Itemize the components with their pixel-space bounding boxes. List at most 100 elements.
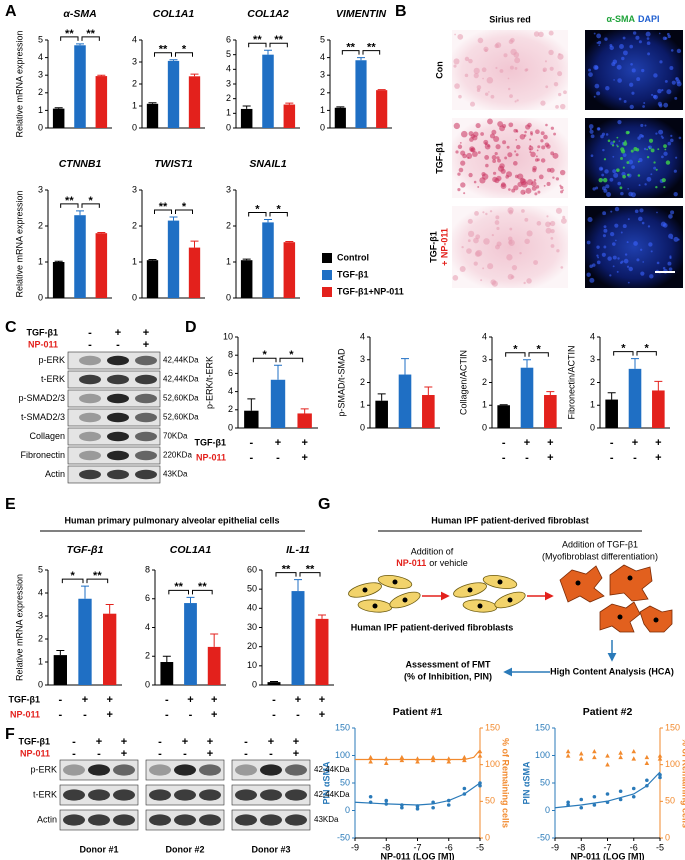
nucleus (671, 237, 673, 240)
blot-band (79, 412, 101, 423)
condition-sign: - (269, 748, 273, 760)
tissue-texture (550, 228, 555, 234)
condition-sign: + (207, 736, 213, 748)
bar (160, 662, 174, 685)
nucleus (664, 36, 668, 40)
row-label: Con (434, 61, 444, 79)
significance-label: ** (367, 42, 376, 54)
nucleus (653, 73, 658, 78)
tissue-texture (506, 254, 513, 261)
nucleus (661, 89, 664, 92)
blot-band (199, 789, 221, 801)
tissue-texture (464, 73, 469, 78)
y-tick-label: 2 (360, 377, 365, 387)
error-bar (357, 57, 365, 61)
error-bar (242, 105, 251, 109)
y-tick-label: 5 (320, 34, 325, 44)
significance-bracket (154, 52, 172, 57)
nucleus (604, 169, 609, 174)
significance-bracket (154, 209, 172, 214)
diagram-text: Assessment of FMT (405, 659, 491, 669)
significance-label: ** (93, 570, 102, 582)
nucleus (596, 91, 601, 96)
nucleus (631, 91, 635, 95)
y-tick-label: 5 (226, 49, 231, 59)
blot-band (235, 789, 257, 801)
nucleus (618, 140, 621, 142)
nucleus (667, 261, 672, 266)
y-tick-label: 0 (360, 422, 365, 432)
bar (355, 60, 367, 128)
sma-signal (630, 149, 634, 153)
bar (520, 367, 534, 428)
treatment-sign: + (106, 694, 112, 706)
error-bar (607, 392, 616, 400)
blot-band (260, 764, 282, 776)
band-label: Actin (37, 814, 57, 824)
panel-title: Human primary pulmonary alveolar epithel… (64, 515, 279, 525)
data-point (384, 798, 389, 803)
band-label: p-ERK (30, 764, 57, 774)
nucleus (610, 210, 613, 213)
tissue-texture (457, 172, 461, 176)
error-bar (523, 359, 531, 368)
nucleus (601, 252, 606, 257)
y-tick-label: 4 (226, 64, 231, 74)
significance-label: * (289, 349, 294, 361)
tissue-texture (477, 37, 484, 44)
data-point (657, 753, 663, 758)
nucleus (619, 44, 624, 49)
tissue-texture (509, 65, 514, 70)
blot-band (174, 789, 196, 801)
panel-letter: G (318, 496, 330, 513)
blot-band (107, 431, 129, 442)
bar (146, 260, 159, 298)
y-tick-label: 100 (535, 750, 550, 760)
y-tick-label: 2 (482, 377, 487, 387)
tissue-texture (503, 53, 508, 58)
x-tick-label: -9 (551, 842, 559, 852)
tissue-texture (535, 185, 540, 189)
tissue-texture (507, 77, 510, 80)
tissue-texture (535, 129, 540, 135)
blot-band (88, 814, 110, 826)
nucleus (638, 216, 643, 222)
tissue-texture (486, 77, 494, 84)
tissue-texture (495, 244, 500, 250)
blot-band (107, 412, 129, 423)
data-point (566, 800, 570, 805)
blot-band (88, 789, 110, 801)
nucleus (629, 104, 634, 110)
tissue-texture (508, 240, 513, 245)
tissue-texture (487, 263, 494, 270)
data-point (565, 753, 571, 758)
tissue-texture (483, 139, 489, 145)
y-tick-label: 0 (590, 422, 595, 432)
tissue-texture (511, 265, 518, 271)
treatment-sign: + (655, 437, 661, 449)
tissue-texture (500, 182, 506, 188)
treatment-sign: + (187, 694, 193, 706)
treatment-sign: + (82, 694, 88, 706)
tissue-texture (560, 218, 567, 224)
tissue-texture (526, 179, 533, 186)
blot-band (63, 789, 85, 801)
significance-label: * (263, 349, 268, 361)
nucleus (606, 192, 612, 197)
tissue-texture (472, 135, 478, 141)
sma-signal (616, 136, 619, 139)
bar (315, 618, 329, 685)
diagram-text: or vehicle (429, 558, 468, 568)
nucleus (666, 89, 672, 95)
tissue-texture (473, 73, 479, 79)
significance-bracket (248, 42, 267, 48)
error-bar (377, 89, 386, 91)
nucleus (614, 206, 620, 212)
y-tick-label: 0 (320, 122, 325, 132)
nucleus (663, 151, 668, 156)
nucleus (613, 79, 615, 81)
tissue-texture (529, 144, 532, 147)
blot-band (260, 789, 282, 801)
data-point (657, 756, 663, 761)
data-point (631, 756, 637, 761)
